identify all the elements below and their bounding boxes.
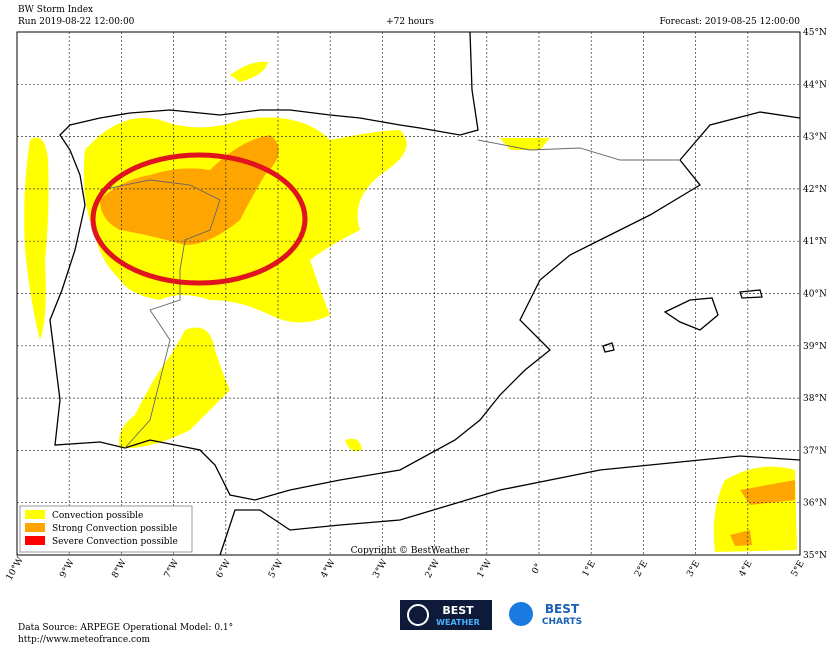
lon-label: 2°E <box>633 559 650 579</box>
lat-label: 44°N <box>803 80 827 90</box>
lat-label: 43°N <box>803 133 827 143</box>
lat-label: 39°N <box>803 342 827 352</box>
lat-label: 42°N <box>803 185 827 195</box>
lon-label: 0° <box>530 562 544 576</box>
africa-coast <box>219 455 801 556</box>
title: BW Storm Index <box>18 5 93 15</box>
lat-label: 38°N <box>803 394 827 404</box>
lon-label: 5°E <box>790 559 807 579</box>
coastline <box>49 31 801 501</box>
lon-label: 1°W <box>476 557 495 580</box>
map: Copyright © BestWeather <box>16 31 801 556</box>
lon-label: 3°W <box>371 557 390 580</box>
lon-label: 2°W <box>424 557 443 580</box>
lat-label: 41°N <box>803 237 827 247</box>
logo-bottom: CHARTS <box>542 617 582 627</box>
source-url: http://www.meteofrance.com <box>18 635 150 645</box>
lon-label: 3°E <box>685 559 702 579</box>
lon-label: 1°E <box>581 559 598 579</box>
best-charts-logo: BEST CHARTS <box>509 602 582 627</box>
lon-label: 7°W <box>163 557 182 580</box>
legend-label: Strong Convection possible <box>52 524 177 534</box>
lat-label: 36°N <box>803 499 827 509</box>
lon-label: 9°W <box>58 557 77 580</box>
ibiza <box>602 342 615 353</box>
highlight-ellipse <box>90 152 308 286</box>
lon-label: 4°W <box>319 557 338 580</box>
legend-swatch <box>25 510 45 519</box>
lead-time: +72 hours <box>386 17 434 27</box>
legend-label: Severe Convection possible <box>52 537 178 547</box>
logo-bottom: WEATHER <box>436 618 480 627</box>
borders <box>99 139 680 449</box>
data-source: Data Source: ARPEGE Operational Model: 0… <box>18 623 233 633</box>
graticule <box>17 32 800 555</box>
legend-swatch <box>25 523 45 532</box>
mallorca <box>663 297 719 331</box>
lat-label: 35°N <box>803 551 827 561</box>
menorca <box>739 289 763 299</box>
copyright: Copyright © BestWeather <box>351 546 470 556</box>
logo-top: BEST <box>545 602 580 616</box>
lat-label: 45°N <box>803 28 827 38</box>
legend: Convection possible Strong Convection pos… <box>19 505 193 553</box>
run-time: Run 2019-08-22 12:00:00 <box>18 17 135 27</box>
lon-label: 8°W <box>110 557 129 580</box>
logo-top: BEST <box>442 604 474 617</box>
legend-swatch <box>25 536 45 545</box>
lat-label: 37°N <box>803 446 827 456</box>
legend-label: Convection possible <box>52 511 143 521</box>
lon-label: 4°E <box>738 559 755 579</box>
lat-label: 40°N <box>803 290 827 300</box>
convection-areas <box>24 61 797 552</box>
forecast-time: Forecast: 2019-08-25 12:00:00 <box>659 17 800 27</box>
best-weather-logo: BEST WEATHER <box>400 600 492 630</box>
lon-label: 5°W <box>267 557 286 580</box>
lon-label: 6°W <box>215 557 234 580</box>
lon-label: 10°W <box>5 555 27 582</box>
